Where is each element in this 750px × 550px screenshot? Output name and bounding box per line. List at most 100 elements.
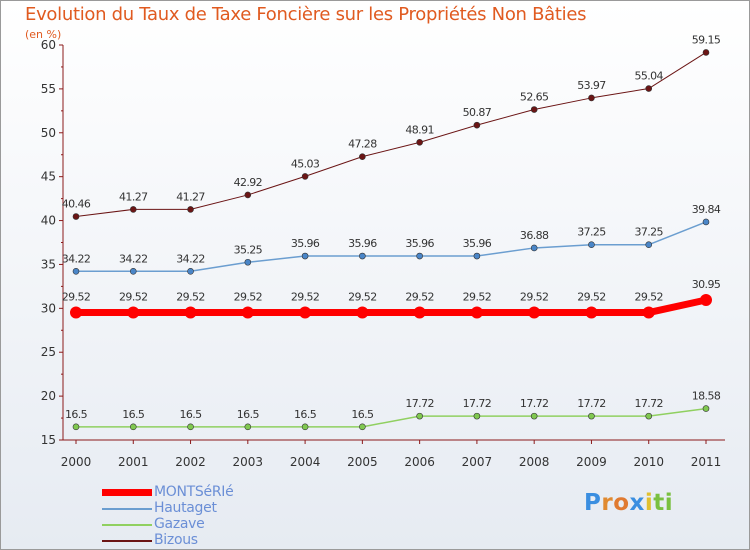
x-tick-label: 2002 (175, 455, 206, 469)
series-line (76, 221, 707, 273)
data-label: 17.72 (634, 397, 663, 410)
data-label: 40.46 (62, 198, 91, 211)
data-label: 16.5 (122, 408, 145, 421)
data-point (359, 423, 366, 431)
legend-item: Bizous (102, 532, 362, 549)
data-label: 17.72 (463, 397, 492, 410)
data-point (585, 306, 598, 319)
data-point (473, 412, 481, 420)
logo-letter: P (584, 490, 602, 516)
x-tick-label: 2010 (633, 455, 664, 469)
data-label: 29.52 (348, 291, 377, 304)
data-label: 29.52 (176, 291, 205, 304)
chart-subtitle: (en %) (25, 28, 62, 41)
data-label: 16.5 (237, 408, 260, 421)
y-tick-label: 20 (41, 389, 56, 403)
y-tick-label: 15 (41, 433, 56, 447)
data-label: 48.91 (405, 123, 434, 136)
data-label: 39.84 (692, 203, 721, 216)
data-point (359, 153, 366, 160)
data-label: 52.65 (520, 91, 549, 104)
data-label: 16.5 (179, 408, 202, 421)
data-point (416, 252, 423, 260)
x-tick-label: 2008 (519, 455, 550, 469)
data-point (702, 49, 710, 56)
data-point (645, 412, 653, 420)
data-label: 36.88 (520, 229, 549, 242)
data-label: 53.97 (577, 79, 606, 92)
data-label: 29.52 (119, 291, 148, 304)
y-tick-label: 30 (41, 301, 56, 315)
data-point (187, 206, 194, 213)
data-point (241, 306, 254, 319)
legend-swatch (102, 508, 152, 510)
data-label: 35.96 (463, 237, 492, 250)
data-point (530, 244, 538, 252)
logo-letter: o (613, 490, 630, 516)
series-line (76, 296, 707, 317)
legend-swatch (102, 540, 152, 542)
data-point (416, 412, 423, 420)
data-point (473, 252, 481, 260)
chart-title: Evolution du Taux de Taxe Foncière sur l… (25, 4, 587, 25)
data-point (187, 423, 194, 431)
data-label: 16.5 (294, 408, 317, 421)
data-label: 42.92 (234, 176, 263, 189)
data-label: 35.25 (234, 243, 263, 256)
data-label: 55.04 (634, 70, 663, 83)
data-point (700, 293, 712, 306)
data-label: 47.28 (348, 138, 377, 151)
logo-letter: t (653, 490, 665, 516)
data-label: 18.58 (692, 390, 721, 403)
data-point (413, 306, 426, 319)
data-point (359, 252, 366, 260)
data-point (244, 423, 252, 431)
data-label: 37.25 (577, 226, 606, 239)
data-label: 37.25 (634, 226, 663, 239)
data-point (129, 206, 137, 213)
data-point (72, 423, 80, 431)
data-label: 29.52 (520, 291, 549, 304)
legend-label: Gazave (154, 516, 205, 532)
data-point (129, 267, 137, 275)
data-point (702, 218, 710, 226)
data-label: 29.52 (463, 291, 492, 304)
data-point (184, 306, 197, 319)
data-point (702, 405, 710, 412)
x-tick-label: 2006 (404, 455, 435, 469)
data-label: 34.22 (176, 252, 205, 265)
data-point (72, 267, 80, 275)
x-tick-label: 2011 (691, 455, 722, 469)
data-label: 29.52 (234, 291, 263, 304)
data-label: 34.22 (62, 252, 91, 265)
data-point (299, 306, 312, 319)
data-label: 59.15 (692, 33, 721, 46)
x-tick-label: 2007 (462, 455, 493, 469)
data-point (356, 306, 369, 319)
data-point (70, 306, 82, 319)
data-label: 29.52 (62, 291, 91, 304)
data-label: 16.5 (65, 408, 88, 421)
y-tick-label: 25 (41, 345, 56, 359)
data-point (301, 173, 309, 180)
logo-letter: x (629, 490, 645, 516)
data-point (470, 306, 483, 319)
data-point (301, 252, 309, 260)
data-point (528, 306, 541, 319)
x-tick-label: 2003 (233, 455, 264, 469)
y-tick-label: 45 (41, 170, 56, 184)
data-point (588, 241, 595, 248)
x-tick-label: 2009 (576, 455, 607, 469)
data-point (530, 412, 538, 420)
data-label: 50.87 (463, 106, 492, 119)
series-line (75, 52, 707, 218)
data-label: 35.96 (405, 237, 434, 250)
data-point (72, 213, 80, 220)
series-line (76, 407, 707, 428)
data-label: 29.52 (405, 291, 434, 304)
data-point (244, 258, 252, 266)
data-point (588, 412, 595, 420)
data-label: 17.72 (520, 397, 549, 410)
data-label: 17.72 (577, 397, 606, 410)
y-tick-label: 50 (41, 126, 56, 140)
